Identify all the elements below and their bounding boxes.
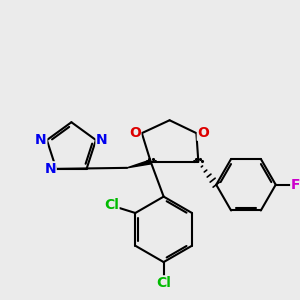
Text: Cl: Cl (104, 198, 119, 212)
Text: N: N (44, 162, 56, 176)
Text: Cl: Cl (156, 276, 171, 290)
Text: O: O (129, 126, 141, 140)
Text: O: O (197, 126, 209, 140)
Text: F: F (291, 178, 300, 192)
Text: N: N (96, 133, 108, 147)
Text: N: N (35, 133, 47, 147)
Polygon shape (127, 160, 151, 168)
